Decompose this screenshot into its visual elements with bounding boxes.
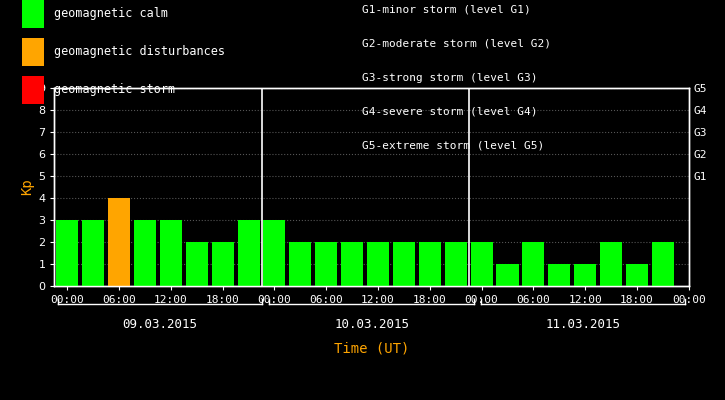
Text: G5-extreme storm (level G5): G5-extreme storm (level G5) xyxy=(362,141,544,151)
Text: G3-strong storm (level G3): G3-strong storm (level G3) xyxy=(362,73,538,83)
Text: 11.03.2015: 11.03.2015 xyxy=(545,318,621,330)
Bar xyxy=(186,242,208,286)
Bar xyxy=(57,220,78,286)
Text: G4-severe storm (level G4): G4-severe storm (level G4) xyxy=(362,107,538,117)
Bar xyxy=(574,264,596,286)
Bar xyxy=(108,198,130,286)
Bar xyxy=(444,242,467,286)
Bar xyxy=(82,220,104,286)
Bar xyxy=(523,242,544,286)
Text: 09.03.2015: 09.03.2015 xyxy=(123,318,198,330)
Bar xyxy=(393,242,415,286)
Text: geomagnetic calm: geomagnetic calm xyxy=(54,8,168,20)
Bar xyxy=(289,242,311,286)
Bar xyxy=(652,242,674,286)
Bar xyxy=(471,242,492,286)
Bar xyxy=(419,242,441,286)
Bar xyxy=(548,264,571,286)
Text: geomagnetic storm: geomagnetic storm xyxy=(54,84,175,96)
Text: Time (UT): Time (UT) xyxy=(334,341,409,355)
Bar xyxy=(600,242,622,286)
Bar xyxy=(626,264,648,286)
Bar xyxy=(212,242,233,286)
Bar xyxy=(238,220,260,286)
Bar xyxy=(315,242,337,286)
Bar xyxy=(341,242,363,286)
Text: G1-minor storm (level G1): G1-minor storm (level G1) xyxy=(362,5,531,15)
Y-axis label: Kp: Kp xyxy=(20,179,34,195)
Bar xyxy=(497,264,518,286)
Bar xyxy=(160,220,182,286)
Bar xyxy=(367,242,389,286)
Bar xyxy=(134,220,156,286)
Text: geomagnetic disturbances: geomagnetic disturbances xyxy=(54,46,225,58)
Bar xyxy=(263,220,286,286)
Text: G2-moderate storm (level G2): G2-moderate storm (level G2) xyxy=(362,39,552,49)
Text: 10.03.2015: 10.03.2015 xyxy=(334,318,409,330)
